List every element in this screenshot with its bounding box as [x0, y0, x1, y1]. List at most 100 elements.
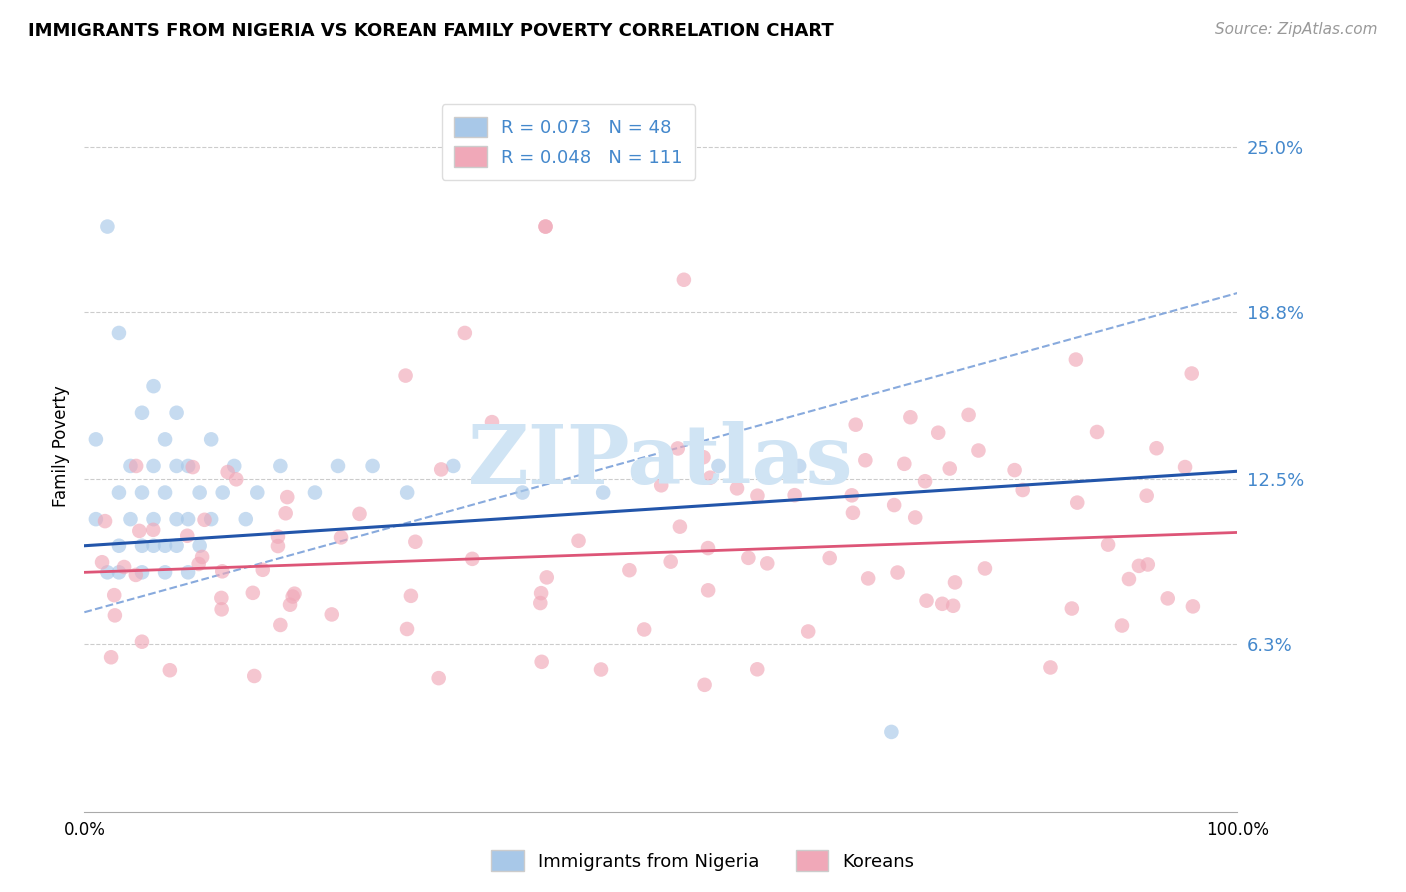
- Point: [242, 586, 264, 600]
- Point: [974, 561, 997, 575]
- Point: [1011, 483, 1033, 497]
- Point: [530, 655, 553, 669]
- Point: [512, 485, 534, 500]
- Point: [112, 560, 135, 574]
- Point: [120, 512, 142, 526]
- Text: Source: ZipAtlas.com: Source: ZipAtlas.com: [1215, 22, 1378, 37]
- Point: [187, 557, 209, 571]
- Point: [276, 490, 298, 504]
- Point: [737, 550, 759, 565]
- Point: [747, 662, 769, 676]
- Point: [536, 570, 558, 584]
- Point: [957, 408, 980, 422]
- Point: [349, 507, 371, 521]
- Point: [853, 453, 876, 467]
- Point: [166, 512, 188, 526]
- Point: [166, 539, 188, 553]
- Point: [427, 671, 450, 685]
- Point: [904, 510, 927, 524]
- Point: [142, 539, 165, 553]
- Point: [211, 485, 233, 500]
- Point: [177, 458, 200, 473]
- Point: [845, 417, 868, 432]
- Point: [1085, 425, 1108, 439]
- Point: [931, 597, 953, 611]
- Point: [128, 524, 150, 538]
- Point: [893, 457, 915, 471]
- Point: [841, 488, 863, 502]
- Y-axis label: Family Poverty: Family Poverty: [52, 385, 70, 507]
- Point: [529, 596, 551, 610]
- Point: [96, 219, 118, 234]
- Point: [177, 512, 200, 526]
- Point: [1157, 591, 1180, 606]
- Point: [326, 458, 349, 473]
- Point: [166, 406, 188, 420]
- Point: [1146, 441, 1168, 455]
- Point: [938, 461, 960, 475]
- Point: [942, 599, 965, 613]
- Point: [125, 568, 148, 582]
- Point: [176, 529, 198, 543]
- Point: [943, 575, 966, 590]
- Point: [880, 725, 903, 739]
- Point: [274, 506, 297, 520]
- Text: IMMIGRANTS FROM NIGERIA VS KOREAN FAMILY POVERTY CORRELATION CHART: IMMIGRANTS FROM NIGERIA VS KOREAN FAMILY…: [28, 22, 834, 40]
- Point: [193, 513, 215, 527]
- Point: [534, 219, 557, 234]
- Point: [304, 485, 326, 500]
- Point: [787, 458, 810, 473]
- Text: ZIPatlas: ZIPatlas: [468, 421, 853, 500]
- Point: [1118, 572, 1140, 586]
- Point: [267, 539, 290, 553]
- Point: [650, 478, 672, 492]
- Point: [842, 506, 865, 520]
- Point: [725, 482, 748, 496]
- Point: [693, 678, 716, 692]
- Point: [153, 539, 176, 553]
- Point: [108, 539, 131, 553]
- Point: [699, 471, 721, 485]
- Point: [818, 551, 841, 566]
- Point: [188, 539, 211, 553]
- Point: [756, 557, 779, 571]
- Point: [131, 566, 153, 580]
- Point: [707, 458, 730, 473]
- Point: [177, 566, 200, 580]
- Legend: Immigrants from Nigeria, Koreans: Immigrants from Nigeria, Koreans: [484, 843, 922, 879]
- Point: [153, 485, 176, 500]
- Point: [94, 514, 117, 528]
- Point: [697, 583, 720, 598]
- Point: [235, 512, 257, 526]
- Point: [589, 663, 612, 677]
- Point: [454, 326, 477, 340]
- Point: [747, 489, 769, 503]
- Point: [131, 485, 153, 500]
- Legend: R = 0.073   N = 48, R = 0.048   N = 111: R = 0.073 N = 48, R = 0.048 N = 111: [441, 104, 696, 180]
- Point: [153, 433, 176, 447]
- Point: [883, 498, 905, 512]
- Point: [1064, 352, 1087, 367]
- Point: [441, 458, 464, 473]
- Point: [967, 443, 990, 458]
- Point: [1174, 460, 1197, 475]
- Point: [120, 458, 142, 473]
- Point: [856, 571, 879, 585]
- Point: [633, 623, 655, 637]
- Point: [209, 591, 232, 605]
- Point: [481, 415, 503, 429]
- Point: [200, 512, 222, 526]
- Point: [269, 458, 291, 473]
- Point: [84, 512, 107, 526]
- Point: [1136, 489, 1159, 503]
- Point: [1004, 463, 1026, 477]
- Point: [142, 512, 165, 526]
- Point: [1111, 618, 1133, 632]
- Point: [191, 549, 214, 564]
- Point: [659, 555, 682, 569]
- Point: [1097, 538, 1119, 552]
- Point: [104, 608, 127, 623]
- Point: [666, 442, 689, 456]
- Point: [252, 563, 274, 577]
- Point: [1181, 367, 1204, 381]
